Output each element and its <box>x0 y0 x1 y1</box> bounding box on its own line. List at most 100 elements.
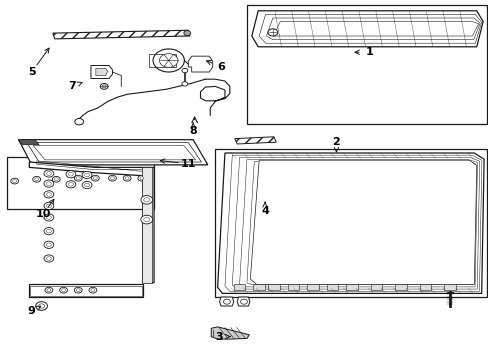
Circle shape <box>74 287 82 293</box>
Text: 2: 2 <box>332 137 340 147</box>
Polygon shape <box>254 164 472 283</box>
Circle shape <box>44 170 54 177</box>
Polygon shape <box>217 153 483 293</box>
Bar <box>246 5 486 124</box>
Polygon shape <box>234 137 276 144</box>
Polygon shape <box>246 162 474 285</box>
Text: 1: 1 <box>365 47 372 57</box>
Circle shape <box>102 85 106 88</box>
Polygon shape <box>266 18 479 40</box>
Circle shape <box>46 172 51 175</box>
Circle shape <box>138 175 145 181</box>
Circle shape <box>159 54 178 67</box>
Circle shape <box>44 180 54 187</box>
Circle shape <box>46 204 51 208</box>
Circle shape <box>60 287 67 293</box>
Circle shape <box>46 243 51 247</box>
Circle shape <box>183 31 190 36</box>
Polygon shape <box>53 30 189 39</box>
Circle shape <box>89 287 97 293</box>
Circle shape <box>13 180 17 183</box>
Circle shape <box>46 216 51 219</box>
Circle shape <box>33 176 41 182</box>
Circle shape <box>66 171 76 178</box>
Circle shape <box>91 175 99 181</box>
Circle shape <box>123 175 131 181</box>
Polygon shape <box>394 284 406 290</box>
Polygon shape <box>233 284 245 290</box>
Circle shape <box>82 171 92 179</box>
Circle shape <box>140 177 143 180</box>
Text: 6: 6 <box>217 62 224 72</box>
Circle shape <box>46 193 51 196</box>
Circle shape <box>240 299 247 304</box>
Circle shape <box>46 182 51 185</box>
Circle shape <box>44 228 54 235</box>
Polygon shape <box>250 160 476 284</box>
Circle shape <box>100 84 108 89</box>
Circle shape <box>141 215 152 224</box>
Circle shape <box>182 68 187 73</box>
Polygon shape <box>19 140 207 165</box>
Polygon shape <box>239 159 476 287</box>
Circle shape <box>223 299 230 304</box>
Circle shape <box>93 177 97 180</box>
Circle shape <box>84 173 89 177</box>
Circle shape <box>35 178 39 181</box>
Circle shape <box>68 172 73 176</box>
Circle shape <box>44 202 54 210</box>
Polygon shape <box>251 11 482 47</box>
Polygon shape <box>267 284 279 290</box>
Circle shape <box>76 177 80 180</box>
Circle shape <box>11 178 19 184</box>
Polygon shape <box>29 162 154 283</box>
Polygon shape <box>259 14 481 43</box>
Polygon shape <box>287 284 299 290</box>
Polygon shape <box>370 284 382 290</box>
Circle shape <box>46 229 51 233</box>
Text: 8: 8 <box>189 126 197 136</box>
Circle shape <box>108 175 116 181</box>
Polygon shape <box>188 56 212 72</box>
Circle shape <box>61 289 65 292</box>
Text: 4: 4 <box>261 206 268 216</box>
Circle shape <box>44 191 54 198</box>
Circle shape <box>76 289 80 292</box>
Polygon shape <box>273 22 478 36</box>
Polygon shape <box>96 68 107 76</box>
Polygon shape <box>33 145 195 160</box>
Polygon shape <box>253 284 264 290</box>
Text: 5: 5 <box>28 67 36 77</box>
Polygon shape <box>326 284 338 290</box>
Text: 9: 9 <box>28 306 36 316</box>
Polygon shape <box>224 155 481 291</box>
Bar <box>215 149 486 297</box>
Polygon shape <box>142 167 151 283</box>
Polygon shape <box>346 284 357 290</box>
Polygon shape <box>29 284 142 297</box>
Circle shape <box>91 289 95 292</box>
Circle shape <box>143 198 149 202</box>
Polygon shape <box>219 297 233 306</box>
Circle shape <box>110 177 114 180</box>
Polygon shape <box>27 143 201 162</box>
Text: 10: 10 <box>35 209 51 219</box>
Circle shape <box>153 49 184 72</box>
Circle shape <box>66 181 76 188</box>
Text: 11: 11 <box>180 159 196 169</box>
Circle shape <box>39 304 44 308</box>
Circle shape <box>125 177 129 180</box>
Circle shape <box>267 29 277 36</box>
Circle shape <box>143 217 149 222</box>
Circle shape <box>75 118 83 125</box>
Polygon shape <box>443 284 455 290</box>
Circle shape <box>52 176 60 182</box>
Circle shape <box>36 302 47 310</box>
Polygon shape <box>91 66 112 78</box>
Polygon shape <box>419 284 430 290</box>
Circle shape <box>84 183 89 187</box>
Polygon shape <box>306 284 318 290</box>
Bar <box>7 157 154 209</box>
Circle shape <box>82 181 92 189</box>
Polygon shape <box>232 157 479 289</box>
